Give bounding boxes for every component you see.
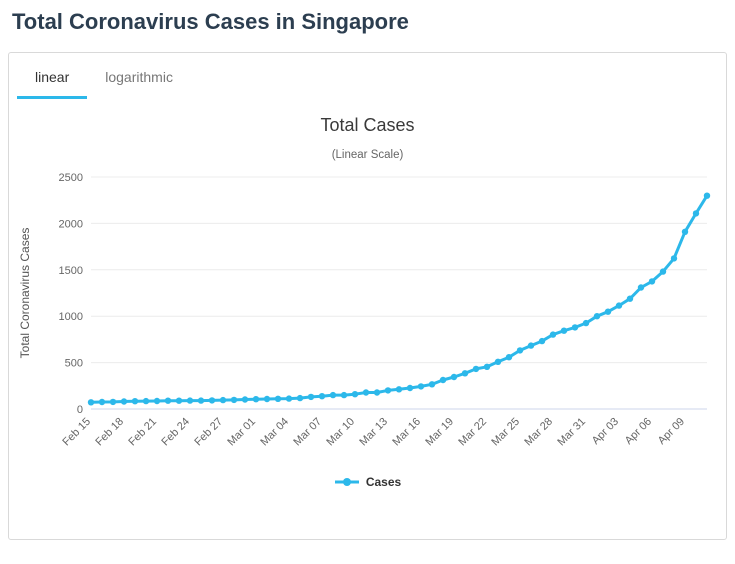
data-point-marker[interactable] (142, 397, 149, 405)
data-point-marker[interactable] (318, 393, 325, 400)
data-point-marker[interactable] (637, 284, 644, 291)
x-tick-label: Mar 16 (390, 416, 423, 449)
data-point-marker[interactable] (263, 395, 270, 403)
y-tick-label: 2000 (58, 218, 82, 230)
data-point-marker[interactable] (626, 295, 633, 302)
chart-title: Total Cases (320, 115, 415, 135)
page-title: Total Coronavirus Cases in Singapore (12, 9, 409, 34)
x-tick-label: Mar 22 (456, 416, 489, 449)
data-point-marker[interactable] (219, 396, 226, 404)
data-point-marker[interactable] (461, 370, 468, 377)
cases-line (89, 194, 708, 404)
x-tick-label: Mar 31 (555, 416, 588, 449)
data-point-marker[interactable] (98, 398, 105, 406)
data-point-marker[interactable] (230, 396, 237, 404)
tab-linear[interactable]: linear (17, 53, 88, 99)
data-point-marker[interactable] (549, 331, 556, 338)
data-point-marker[interactable] (241, 396, 248, 403)
x-tick-label: Feb 27 (192, 416, 225, 449)
x-tick-label: Mar 10 (324, 416, 357, 449)
x-tick-label: Mar 13 (357, 416, 390, 449)
data-point-marker[interactable] (428, 381, 435, 388)
data-point-marker[interactable] (153, 397, 160, 405)
data-point-marker[interactable] (692, 210, 699, 217)
data-point-marker[interactable] (560, 327, 567, 334)
data-point-marker[interactable] (516, 347, 523, 354)
x-tick-label: Feb 24 (159, 416, 192, 449)
data-point-marker[interactable] (681, 228, 688, 235)
x-tick-label: Mar 01 (225, 416, 258, 449)
data-point-marker[interactable] (439, 376, 446, 384)
data-point-marker[interactable] (164, 397, 171, 404)
data-point-marker[interactable] (472, 365, 479, 373)
x-tick-label: Mar 25 (489, 416, 522, 449)
data-point-marker[interactable] (329, 391, 336, 399)
data-point-marker[interactable] (483, 363, 490, 370)
data-point-marker[interactable] (395, 386, 402, 393)
data-point-marker[interactable] (505, 354, 512, 361)
data-point-marker[interactable] (131, 398, 138, 405)
x-tick-label: Mar 07 (291, 416, 324, 449)
data-point-marker[interactable] (208, 397, 215, 404)
data-point-marker[interactable] (527, 342, 534, 349)
y-tick-label: 1000 (58, 311, 82, 323)
tab-logarithmic[interactable]: logarithmic (105, 69, 173, 85)
data-point-marker[interactable] (538, 337, 545, 345)
data-point-marker[interactable] (494, 358, 501, 365)
data-point-marker[interactable] (109, 398, 116, 406)
x-tick-label: Apr 06 (622, 416, 653, 447)
data-point-marker[interactable] (571, 324, 578, 331)
y-tick-label: 0 (76, 404, 82, 416)
x-tick-label: Apr 03 (589, 416, 620, 447)
data-point-marker[interactable] (659, 268, 666, 275)
data-point-marker[interactable] (417, 383, 424, 390)
data-point-marker[interactable] (340, 391, 347, 399)
x-tick-label: Feb 18 (93, 416, 126, 449)
y-tick-label: 500 (64, 358, 82, 370)
data-point-marker[interactable] (406, 384, 413, 392)
data-point-marker[interactable] (252, 396, 259, 403)
x-tick-label: Feb 15 (60, 416, 93, 449)
data-point-marker[interactable] (582, 319, 589, 327)
x-tick-label: Mar 28 (522, 416, 555, 449)
data-point-marker[interactable] (450, 373, 457, 381)
data-point-marker[interactable] (87, 399, 94, 406)
x-tick-label: Mar 04 (258, 416, 291, 449)
y-axis-label: Total Coronavirus Cases (18, 228, 32, 359)
chart-legend: Cases (9, 475, 726, 489)
x-tick-label: Mar 19 (423, 416, 456, 449)
scale-tabs: linear logarithmic (9, 53, 726, 99)
data-point-marker[interactable] (197, 397, 204, 404)
data-point-marker[interactable] (604, 308, 611, 315)
data-point-marker[interactable] (307, 393, 314, 401)
x-tick-label: Feb 21 (126, 416, 159, 449)
data-point-marker[interactable] (274, 395, 281, 402)
data-point-marker[interactable] (175, 397, 182, 404)
data-point-marker[interactable] (593, 313, 600, 320)
legend-label-cases: Cases (365, 475, 402, 489)
cases-series-marker-icon (334, 478, 359, 486)
data-point-marker[interactable] (648, 278, 655, 285)
data-point-marker[interactable] (362, 389, 369, 396)
y-tick-label: 2500 (58, 172, 82, 184)
data-point-marker[interactable] (373, 389, 380, 396)
data-point-marker[interactable] (296, 394, 303, 402)
chart-card: linear logarithmic Total Cases (Linear S… (8, 52, 727, 540)
legend-item-cases[interactable]: Cases (334, 475, 401, 489)
chart-subtitle: (Linear Scale) (331, 149, 404, 161)
data-point-marker[interactable] (703, 192, 710, 199)
data-point-marker[interactable] (186, 397, 193, 404)
data-point-marker[interactable] (615, 302, 622, 309)
x-tick-label: Apr 09 (655, 416, 686, 447)
data-point-marker[interactable] (384, 387, 391, 394)
data-point-marker[interactable] (670, 255, 677, 262)
data-point-marker[interactable] (285, 395, 292, 402)
y-tick-label: 1500 (58, 265, 82, 277)
data-point-marker[interactable] (351, 391, 358, 398)
data-point-marker[interactable] (120, 398, 127, 405)
